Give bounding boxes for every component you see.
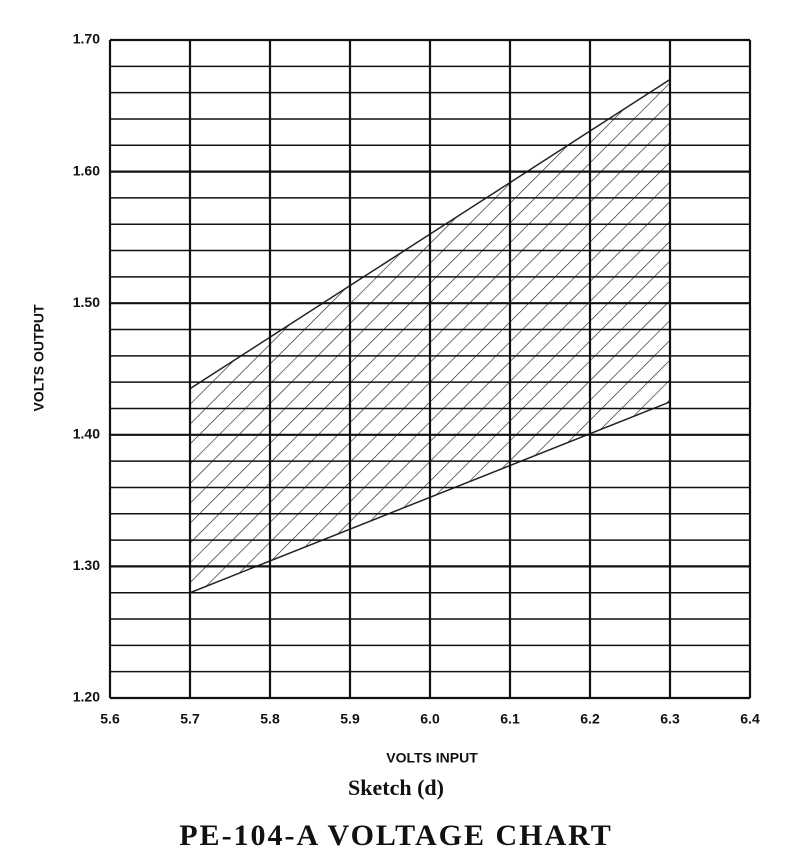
y-tick-label: 1.20 [73,689,100,705]
x-tick-label: 5.6 [100,711,120,727]
x-tick-label: 6.3 [660,711,680,727]
y-tick-label: 1.50 [73,294,100,310]
x-tick-label: 5.8 [260,711,280,727]
x-tick-label: 6.4 [740,711,760,727]
y-tick-label: 1.30 [73,557,100,573]
y-axis-label: VOLTS OUTPUT [31,304,47,412]
x-tick-label: 5.9 [340,711,360,727]
subtitle: Sketch (d) [348,775,444,800]
y-tick-label: 1.70 [73,31,100,47]
x-tick-label: 6.1 [500,711,520,727]
x-axis-label: VOLTS INPUT [386,750,478,766]
x-tick-label: 6.0 [420,711,440,727]
x-tick-label: 6.2 [580,711,600,727]
x-tick-label: 5.7 [180,711,200,727]
chart-title: PE-104-A VOLTAGE CHART [179,819,613,852]
y-tick-label: 1.40 [73,426,100,442]
y-tick-label: 1.60 [73,162,100,178]
